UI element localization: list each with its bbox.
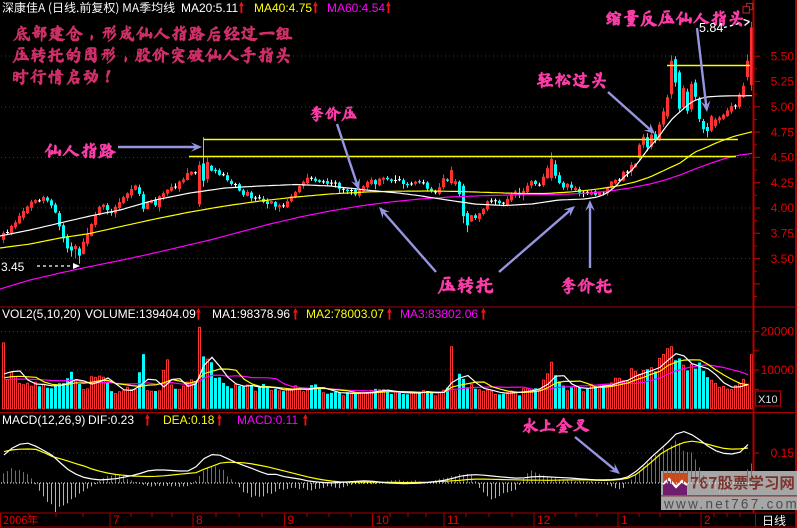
svg-text:VOL2(5,10,20): VOL2(5,10,20) (2, 307, 81, 321)
svg-text:DIF:0.23: DIF:0.23 (88, 413, 134, 427)
svg-text:5.00: 5.00 (771, 100, 795, 114)
svg-text:4.50: 4.50 (771, 151, 795, 165)
svg-text:5.50: 5.50 (771, 49, 795, 63)
svg-text:MA20:5.11: MA20:5.11 (181, 1, 238, 15)
svg-text:DEA:0.18: DEA:0.18 (163, 413, 215, 427)
svg-text:0.15: 0.15 (771, 446, 795, 460)
svg-text:7: 7 (113, 513, 120, 527)
svg-text:MA3:83802.06: MA3:83802.06 (400, 307, 478, 321)
svg-text:9: 9 (288, 513, 295, 527)
svg-text:1: 1 (621, 513, 628, 527)
svg-text:12: 12 (537, 513, 551, 527)
svg-text:10000: 10000 (761, 363, 795, 377)
svg-text:3.50: 3.50 (771, 252, 795, 266)
svg-text:8: 8 (196, 513, 203, 527)
svg-text:5.25: 5.25 (771, 75, 795, 89)
svg-text:11: 11 (447, 513, 460, 527)
svg-text:MACD(12,26,9): MACD(12,26,9) (2, 413, 85, 427)
svg-text:4.25: 4.25 (771, 176, 795, 190)
svg-text:3.45: 3.45 (1, 260, 25, 274)
svg-text:X10: X10 (758, 394, 778, 406)
svg-text:MA40:4.75: MA40:4.75 (254, 1, 312, 15)
svg-text:www.net767.com: www.net767.com (663, 497, 797, 512)
svg-text:MACD:0.11: MACD:0.11 (237, 413, 298, 427)
svg-text:4.75: 4.75 (771, 125, 795, 139)
svg-text:10: 10 (376, 513, 390, 527)
svg-text:5.84: 5.84 (699, 21, 723, 35)
svg-text:VOLUME:139404.09: VOLUME:139404.09 (85, 307, 196, 321)
svg-text:MA60:4.54: MA60:4.54 (327, 1, 385, 15)
svg-text:20000: 20000 (761, 325, 795, 339)
svg-text:MA1:98378.96: MA1:98378.96 (212, 307, 290, 321)
svg-text:2: 2 (704, 513, 711, 527)
svg-text:MA2:78003.07: MA2:78003.07 (306, 307, 384, 321)
svg-text:3.75: 3.75 (771, 227, 795, 241)
svg-text:4.00: 4.00 (771, 201, 795, 215)
